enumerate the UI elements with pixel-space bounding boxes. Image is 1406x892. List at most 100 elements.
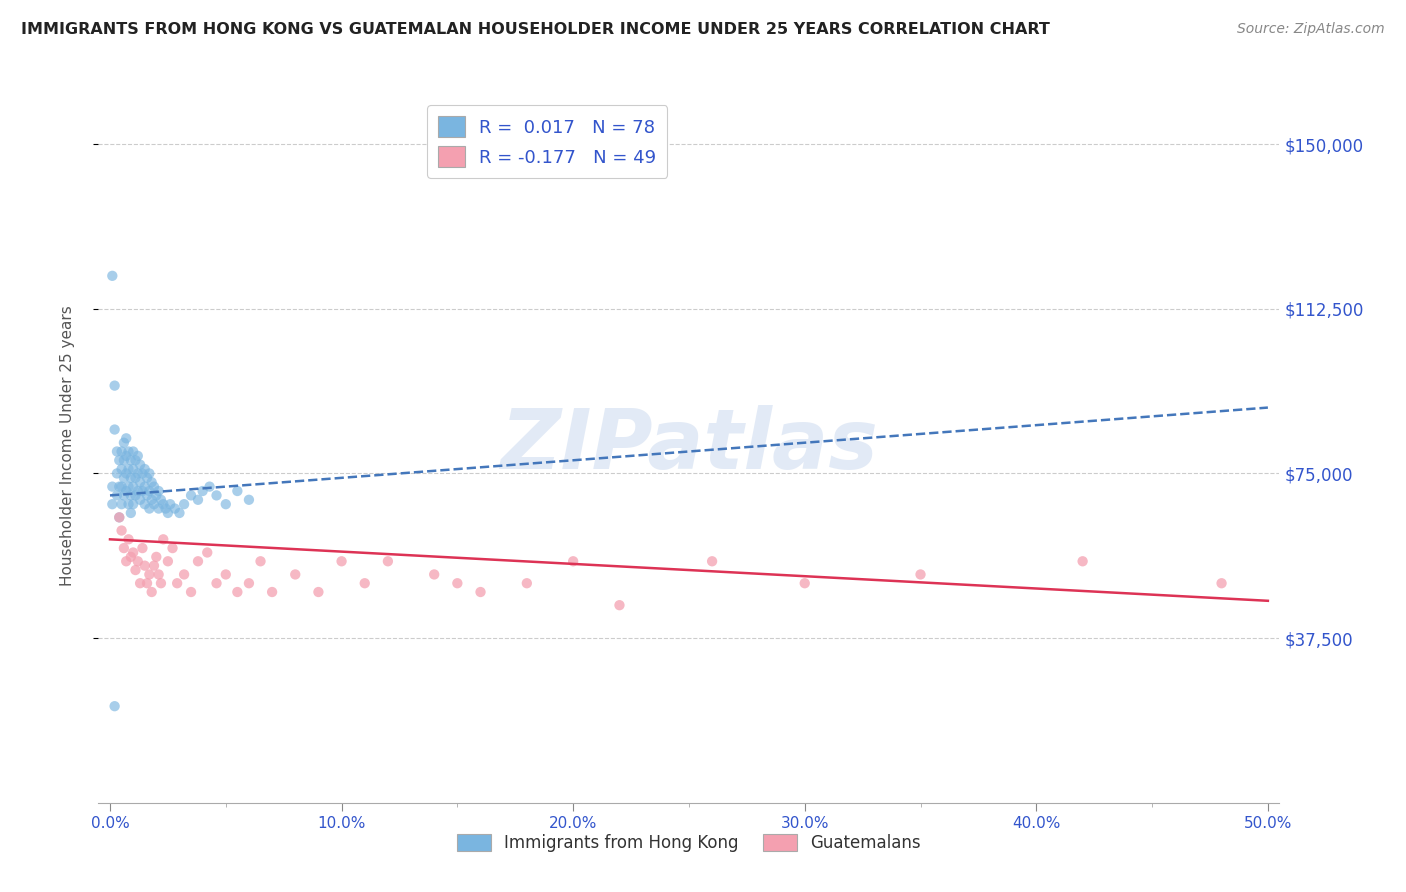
Point [162, 541, 184, 555]
Point [141, 475, 163, 490]
Point [134, 462, 156, 476]
Point [141, 585, 163, 599]
Point [136, 488, 159, 502]
Point [330, 554, 353, 568]
Point [127, 483, 149, 498]
Point [143, 558, 166, 573]
Point [108, 510, 131, 524]
Point [136, 576, 159, 591]
Point [793, 576, 815, 591]
Point [127, 554, 149, 568]
Point [117, 480, 139, 494]
Point [562, 554, 585, 568]
Point [108, 480, 131, 494]
Point [173, 567, 195, 582]
Point [112, 453, 135, 467]
Point [112, 488, 135, 502]
Point [134, 497, 156, 511]
Point [249, 554, 271, 568]
Point [423, 567, 446, 582]
Point [104, 699, 127, 714]
Point [122, 545, 145, 559]
Point [105, 467, 128, 481]
Point [516, 576, 538, 591]
Point [112, 435, 135, 450]
Point [110, 444, 132, 458]
Point [609, 598, 631, 612]
Point [1071, 554, 1094, 568]
Point [104, 423, 127, 437]
Point [446, 576, 468, 591]
Point [115, 483, 138, 498]
Point [124, 471, 146, 485]
Point [127, 449, 149, 463]
Point [129, 475, 152, 490]
Point [122, 462, 145, 476]
Point [353, 576, 375, 591]
Point [110, 480, 132, 494]
Point [105, 488, 128, 502]
Point [115, 467, 138, 481]
Point [120, 453, 142, 467]
Point [163, 501, 186, 516]
Point [180, 585, 202, 599]
Point [124, 488, 146, 502]
Point [127, 467, 149, 481]
Point [129, 576, 152, 591]
Point [156, 554, 179, 568]
Point [238, 492, 260, 507]
Legend: Immigrants from Hong Kong, Guatemalans: Immigrants from Hong Kong, Guatemalans [450, 827, 928, 859]
Point [122, 497, 145, 511]
Point [284, 567, 307, 582]
Point [187, 554, 209, 568]
Point [131, 541, 153, 555]
Point [215, 567, 238, 582]
Point [141, 492, 163, 507]
Point [110, 524, 132, 538]
Point [149, 492, 172, 507]
Point [205, 576, 228, 591]
Point [155, 501, 177, 516]
Point [1211, 576, 1233, 591]
Point [173, 497, 195, 511]
Point [120, 471, 142, 485]
Point [145, 549, 167, 564]
Point [122, 480, 145, 494]
Point [470, 585, 492, 599]
Point [101, 480, 124, 494]
Point [195, 545, 218, 559]
Point [700, 554, 723, 568]
Point [131, 467, 153, 481]
Point [152, 497, 174, 511]
Point [117, 462, 139, 476]
Point [117, 497, 139, 511]
Point [134, 480, 156, 494]
Point [112, 541, 135, 555]
Point [124, 453, 146, 467]
Point [138, 501, 160, 516]
Point [169, 506, 191, 520]
Point [115, 554, 138, 568]
Point [101, 497, 124, 511]
Point [110, 462, 132, 476]
Point [198, 480, 221, 494]
Point [377, 554, 399, 568]
Point [166, 576, 188, 591]
Point [120, 506, 142, 520]
Point [136, 471, 159, 485]
Point [138, 483, 160, 498]
Point [159, 497, 181, 511]
Point [129, 458, 152, 472]
Point [910, 567, 932, 582]
Point [307, 585, 329, 599]
Point [101, 268, 124, 283]
Point [108, 453, 131, 467]
Point [148, 501, 170, 516]
Point [115, 449, 138, 463]
Point [129, 492, 152, 507]
Point [262, 585, 284, 599]
Point [124, 563, 146, 577]
Point [205, 488, 228, 502]
Point [187, 492, 209, 507]
Point [120, 488, 142, 502]
